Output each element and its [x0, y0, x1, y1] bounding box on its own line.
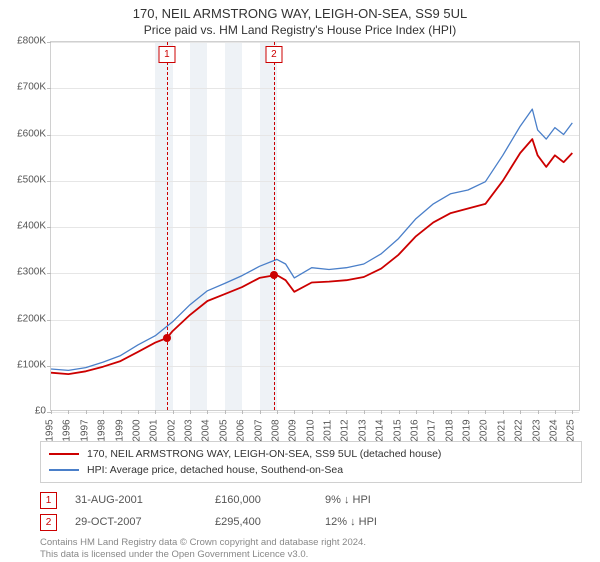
y-tick [47, 88, 51, 89]
event-data-point [163, 334, 171, 342]
event-price: £160,000 [215, 494, 325, 506]
event-data-point [270, 271, 278, 279]
event-table-row: 1 31-AUG-2001£160,0009% ↓ HPI [40, 489, 582, 511]
y-tick [47, 42, 51, 43]
x-tick-label: 2000 [131, 416, 142, 446]
chart-plot-area: 12 [50, 41, 580, 411]
x-tick-label: 2006 [236, 416, 247, 446]
events-table: 1 31-AUG-2001£160,0009% ↓ HPI 2 29-OCT-2007… [40, 489, 582, 533]
event-delta: 9% ↓ HPI [325, 494, 445, 506]
y-tick-label: £200K [2, 313, 46, 324]
event-date: 31-AUG-2001 [75, 494, 215, 506]
y-tick [47, 181, 51, 182]
x-tick-label: 2013 [357, 416, 368, 446]
series-property_price [51, 139, 572, 374]
x-tick-label: 2012 [340, 416, 351, 446]
x-tick-label: 2004 [201, 416, 212, 446]
x-tick-label: 2025 [566, 416, 577, 446]
x-tick-label: 1996 [62, 416, 73, 446]
x-tick-label: 2022 [514, 416, 525, 446]
event-marker-2: 2 [265, 46, 282, 63]
y-tick-label: £400K [2, 221, 46, 232]
y-tick-label: £700K [2, 82, 46, 93]
y-tick [47, 366, 51, 367]
y-tick [47, 135, 51, 136]
footer-attribution: Contains HM Land Registry data © Crown c… [40, 537, 582, 562]
y-tick-label: £500K [2, 174, 46, 185]
x-tick-label: 2020 [479, 416, 490, 446]
event-price: £295,400 [215, 516, 325, 528]
x-tick-label: 2023 [531, 416, 542, 446]
x-tick-label: 2017 [427, 416, 438, 446]
y-tick-label: £800K [2, 36, 46, 47]
x-tick-label: 2001 [149, 416, 160, 446]
x-tick-label: 2009 [288, 416, 299, 446]
x-tick-label: 2014 [375, 416, 386, 446]
y-tick-label: £100K [2, 359, 46, 370]
event-delta: 12% ↓ HPI [325, 516, 445, 528]
footer-line-1: Contains HM Land Registry data © Crown c… [40, 537, 582, 549]
legend-label: HPI: Average price, detached house, Sout… [87, 464, 343, 476]
x-tick-label: 1999 [114, 416, 125, 446]
event-marker-1: 1 [158, 46, 175, 63]
chart-svg [51, 42, 581, 412]
x-tick-label: 2018 [444, 416, 455, 446]
y-tick [47, 320, 51, 321]
y-tick-label: £0 [2, 406, 46, 417]
page-title: 170, NEIL ARMSTRONG WAY, LEIGH-ON-SEA, S… [0, 0, 600, 21]
x-tick-label: 2024 [548, 416, 559, 446]
x-tick-label: 2007 [253, 416, 264, 446]
x-tick-label: 2019 [462, 416, 473, 446]
event-index-box: 1 [40, 492, 57, 509]
x-axis-labels: 1995199619971998199920002001200220032004… [50, 411, 582, 441]
series-hpi [51, 109, 572, 370]
page-subtitle: Price paid vs. HM Land Registry's House … [0, 21, 600, 41]
x-tick-label: 2003 [184, 416, 195, 446]
y-tick-label: £300K [2, 267, 46, 278]
event-index-box: 2 [40, 514, 57, 531]
event-vline [274, 42, 275, 410]
event-date: 29-OCT-2007 [75, 516, 215, 528]
event-table-row: 2 29-OCT-2007£295,40012% ↓ HPI [40, 511, 582, 533]
legend-swatch [49, 453, 79, 455]
legend-swatch [49, 469, 79, 471]
x-tick-label: 2010 [305, 416, 316, 446]
legend-box: 170, NEIL ARMSTRONG WAY, LEIGH-ON-SEA, S… [40, 441, 582, 483]
y-tick [47, 227, 51, 228]
legend-row: 170, NEIL ARMSTRONG WAY, LEIGH-ON-SEA, S… [49, 446, 573, 462]
legend-label: 170, NEIL ARMSTRONG WAY, LEIGH-ON-SEA, S… [87, 448, 441, 460]
x-tick-label: 2008 [270, 416, 281, 446]
event-vline [167, 42, 168, 410]
x-tick-label: 2021 [496, 416, 507, 446]
legend-row: HPI: Average price, detached house, Sout… [49, 462, 573, 478]
x-tick-label: 2011 [323, 416, 334, 446]
y-tick [47, 273, 51, 274]
x-tick-label: 2005 [218, 416, 229, 446]
x-tick-label: 1998 [97, 416, 108, 446]
y-tick-label: £600K [2, 128, 46, 139]
x-tick-label: 2016 [409, 416, 420, 446]
x-tick-label: 2015 [392, 416, 403, 446]
x-tick-label: 1997 [79, 416, 90, 446]
x-tick-label: 2002 [166, 416, 177, 446]
x-tick-label: 1995 [45, 416, 56, 446]
